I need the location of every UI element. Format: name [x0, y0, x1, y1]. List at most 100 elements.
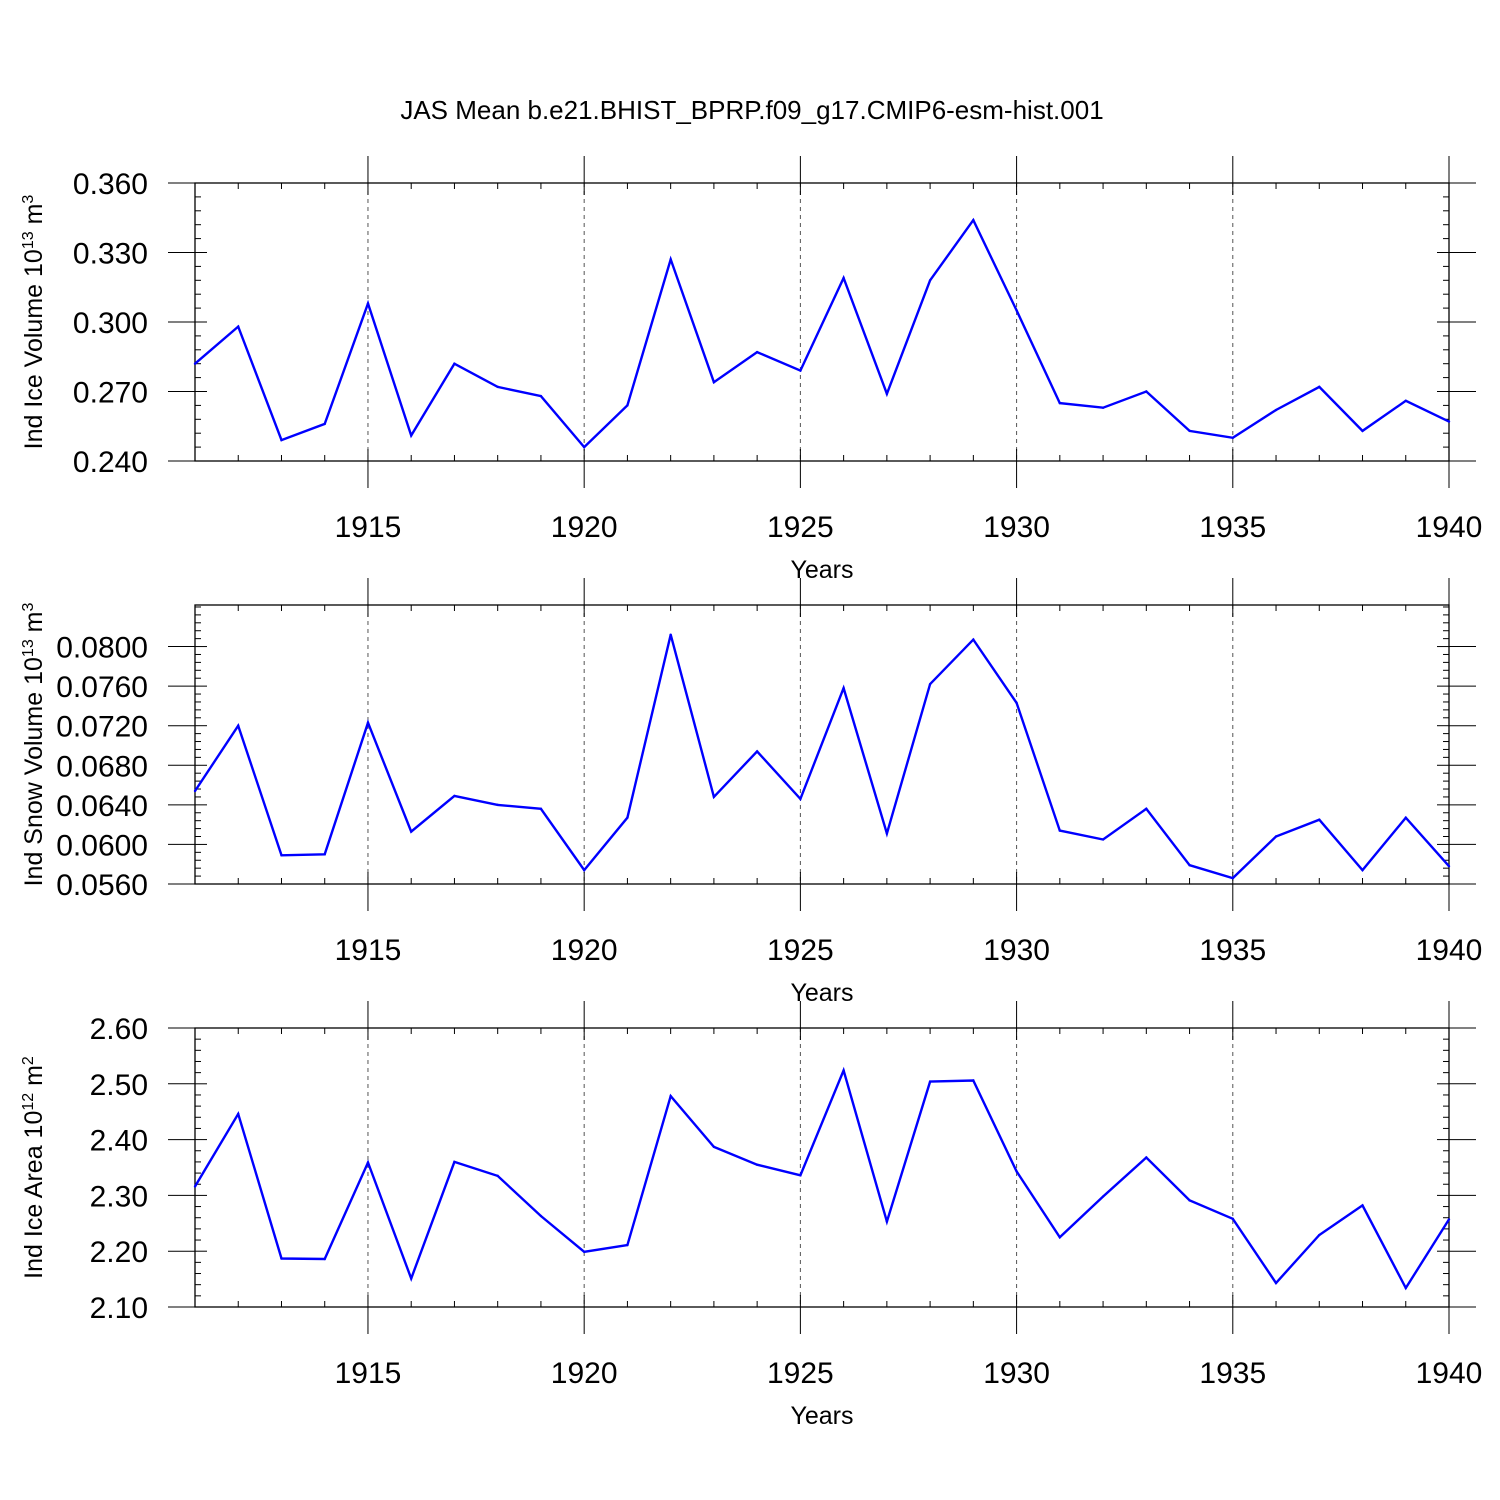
- x-tick-label: 1935: [1199, 1357, 1266, 1390]
- y-tick-label: 0.0560: [56, 869, 148, 902]
- x-tick-label: 1930: [983, 1357, 1050, 1390]
- data-point: [1447, 864, 1451, 868]
- data-point: [626, 816, 629, 819]
- data-point: [1145, 807, 1148, 811]
- data-point: [539, 394, 543, 398]
- series-line: [193, 1066, 1451, 1291]
- data-point: [1274, 1281, 1278, 1285]
- data-point: [626, 1243, 629, 1247]
- data-point: [972, 1079, 975, 1082]
- data-point: [842, 276, 845, 280]
- y-tick-label: 0.360: [73, 168, 148, 201]
- data-point: [410, 1277, 413, 1280]
- data-point: [755, 350, 759, 354]
- y-axis-label-part: Ind Ice Area 10: [20, 1111, 48, 1279]
- data-point: [1404, 816, 1407, 819]
- y-axis-label-superscript: 13: [20, 231, 37, 249]
- data-point: [885, 832, 889, 835]
- y-axis-label-superscript: 2: [20, 1056, 37, 1065]
- data-point: [842, 1069, 845, 1072]
- y-tick-label: 2.40: [90, 1125, 148, 1158]
- data-point: [712, 795, 716, 799]
- data-point: [582, 445, 586, 449]
- data-point: [799, 369, 802, 372]
- y-tick-label: 0.300: [73, 307, 148, 340]
- data-point: [1188, 864, 1191, 867]
- y-tick-label: 0.0760: [56, 671, 148, 704]
- data-point: [1058, 829, 1062, 832]
- data-point: [972, 638, 975, 641]
- data-point: [323, 422, 326, 426]
- y-axis-label-superscript: 13: [20, 639, 37, 657]
- y-tick-label: 0.0720: [56, 711, 148, 744]
- data-point: [1188, 1199, 1191, 1202]
- x-tick-label: 1940: [1416, 1357, 1483, 1390]
- data-point: [323, 1257, 326, 1261]
- data-point: [280, 854, 283, 857]
- data-point: [410, 830, 413, 833]
- y-tick-label: 0.240: [73, 446, 148, 479]
- x-tick-label: 1915: [335, 934, 402, 967]
- data-point: [712, 381, 716, 384]
- data-point: [366, 721, 370, 724]
- data-point: [1101, 406, 1105, 409]
- y-tick-label: 0.330: [73, 238, 148, 271]
- y-axis-label: Ind Ice Area 1012 m2: [20, 1056, 48, 1279]
- data-point: [193, 789, 197, 793]
- data-point: [928, 682, 932, 686]
- data-point: [1058, 1236, 1062, 1239]
- data-point: [1015, 1170, 1018, 1173]
- data-point: [237, 1112, 240, 1116]
- x-tick-label: 1920: [551, 511, 618, 544]
- y-axis-label-superscript: 3: [20, 195, 37, 204]
- data-point: [1447, 420, 1451, 423]
- data-point: [1015, 309, 1018, 312]
- data-point: [1318, 818, 1321, 821]
- data-point: [1274, 835, 1278, 838]
- y-tick-label: 0.0680: [56, 750, 148, 783]
- data-point: [539, 1214, 543, 1218]
- data-point: [539, 807, 543, 811]
- data-point: [496, 1174, 499, 1178]
- data-point: [626, 404, 629, 407]
- x-tick-label: 1915: [335, 511, 402, 544]
- data-point: [1318, 1233, 1321, 1237]
- data-point: [323, 853, 326, 856]
- data-point: [712, 1145, 716, 1149]
- y-tick-label: 0.0640: [56, 790, 148, 823]
- y-tick-label: 0.0800: [56, 632, 148, 665]
- plot-frame: [194, 1027, 1450, 1308]
- data-point: [755, 750, 759, 753]
- data-point: [885, 392, 889, 396]
- plot-frame: [194, 604, 1450, 885]
- x-tick-label: 1920: [551, 1357, 618, 1390]
- series-line: [194, 217, 1450, 449]
- x-tick-label: 1940: [1416, 934, 1483, 967]
- panel-1: 0.240 0.270 0.300 0.330 0.360 1915 1920 1925 193…: [20, 156, 1482, 584]
- data-point: [1361, 1204, 1364, 1207]
- data-point: [496, 385, 499, 389]
- data-point: [1447, 1218, 1451, 1221]
- y-axis-label-part: m: [20, 204, 48, 232]
- data-point: [453, 1160, 456, 1164]
- y-axis-label-part: m: [20, 612, 48, 640]
- data-point: [582, 868, 586, 872]
- x-axis-label: Years: [790, 1402, 853, 1430]
- data-point: [1015, 701, 1018, 705]
- data-point: [972, 218, 975, 222]
- data-point: [237, 325, 240, 328]
- data-point: [453, 362, 456, 365]
- y-tick-label: 2.20: [90, 1236, 148, 1269]
- data-point: [799, 797, 802, 801]
- y-tick-label: 2.50: [90, 1069, 148, 1102]
- data-point: [1101, 838, 1105, 841]
- data-point: [1145, 1156, 1148, 1159]
- x-tick-label: 1925: [767, 934, 834, 967]
- data-point: [1058, 401, 1062, 405]
- data-point: [193, 1185, 197, 1188]
- data-point: [669, 1094, 672, 1098]
- x-axis-label: Years: [790, 979, 853, 1007]
- x-axis-label: Years: [790, 556, 853, 584]
- y-tick-label: 2.60: [90, 1013, 148, 1046]
